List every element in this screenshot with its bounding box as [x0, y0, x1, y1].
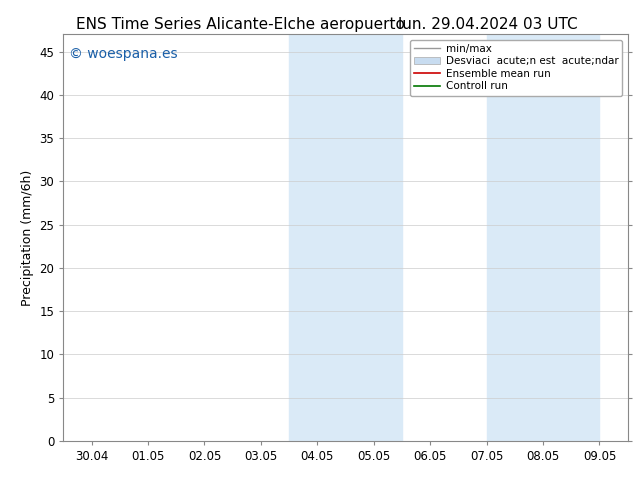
- Text: lun. 29.04.2024 03 UTC: lun. 29.04.2024 03 UTC: [398, 17, 578, 32]
- Bar: [289, 34, 402, 441]
- Text: © woespana.es: © woespana.es: [69, 47, 178, 60]
- Y-axis label: Precipitation (mm/6h): Precipitation (mm/6h): [21, 170, 34, 306]
- Legend: min/max, Desviaci  acute;n est  acute;ndar, Ensemble mean run, Controll run: min/max, Desviaci acute;n est acute;ndar…: [410, 40, 623, 96]
- Bar: [487, 34, 600, 441]
- Text: ENS Time Series Alicante-Elche aeropuerto: ENS Time Series Alicante-Elche aeropuert…: [77, 17, 405, 32]
